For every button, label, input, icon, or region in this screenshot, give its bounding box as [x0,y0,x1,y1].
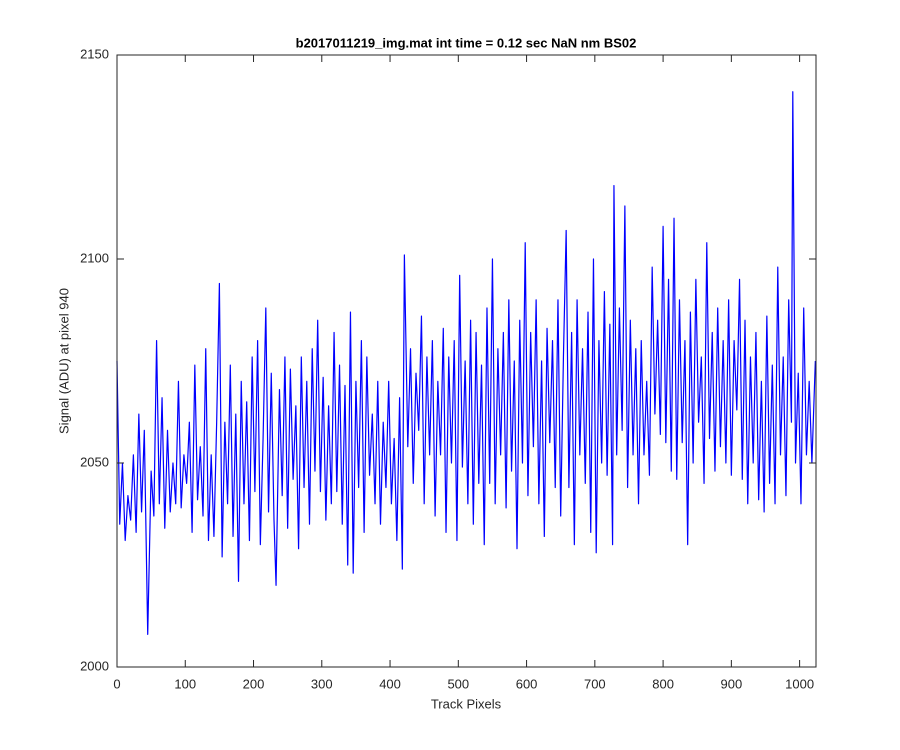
x-tick-label: 200 [243,676,265,691]
x-tick-label: 500 [447,676,469,691]
plot-box [116,54,817,668]
x-tick-label: 100 [174,676,196,691]
y-tick-label: 2000 [80,658,109,673]
x-axis-label: Track Pixels [431,696,502,711]
y-tick-label: 2100 [80,250,109,265]
x-tick-label: 900 [721,676,743,691]
x-tick-label: 400 [379,676,401,691]
x-tick-label: 600 [516,676,538,691]
x-tick-label: 0 [113,676,120,691]
x-tick-label: 1000 [785,676,814,691]
x-tick-label: 300 [311,676,333,691]
data-line [116,91,816,635]
y-tick-label: 2150 [80,46,109,61]
chart-title: b2017011219_img.mat int time = 0.12 sec … [296,35,637,50]
y-axis-label: Signal (ADU) at pixel 940 [56,288,71,434]
y-tick-label: 2050 [80,454,109,469]
x-tick-label: 700 [584,676,606,691]
x-tick-label: 800 [652,676,674,691]
